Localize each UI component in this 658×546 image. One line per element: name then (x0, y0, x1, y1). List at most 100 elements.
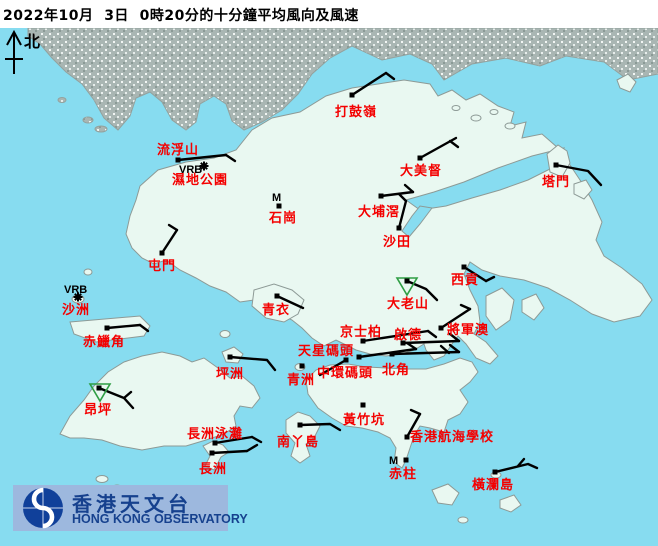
station-dot (349, 92, 355, 98)
station-marker-text: VRB (179, 164, 202, 176)
station-tuen-mun: 屯門 (148, 223, 179, 274)
wind-barb (459, 303, 472, 311)
wind-barb (122, 390, 133, 400)
station-dot (96, 385, 102, 391)
station-chek-lap-kok: 赤鱲角 (83, 323, 150, 350)
station-label: 赤柱 (389, 466, 417, 482)
wind-barb (516, 457, 526, 468)
hong-kong-island (305, 357, 479, 469)
station-label: 青洲 (287, 372, 315, 388)
station-tates-cairn: 大老山 (387, 277, 439, 312)
station-lamma-island: 南丫島 (277, 422, 342, 450)
station-dot (403, 457, 409, 463)
station-ngong-ping: 昂坪 (84, 383, 135, 418)
station-north-point: 北角 (382, 343, 461, 378)
wind-barb (245, 443, 259, 453)
station-label: 啟德 (394, 327, 422, 343)
crescent-island (616, 73, 637, 93)
triangle-marker-icon (395, 277, 419, 297)
station-dot (175, 157, 181, 163)
title-bar: 2022年10月 3日 0時20分的十分鐘平均風向及風速 (0, 0, 658, 28)
station-dot (389, 351, 395, 357)
hong-kong-map: 流浮山VRB濕地公園打鼓嶺M石崗大美督塔門大埔滘沙田屯門VRB沙洲赤鱲角青衣西貢… (0, 28, 658, 546)
station-dot (104, 325, 110, 331)
station-tseung-kwan-o: 將軍澳 (438, 303, 489, 338)
station-dot (360, 338, 366, 344)
wind-barb (397, 192, 408, 203)
station-dot (404, 278, 410, 284)
north-arrow-label: 北 (24, 32, 40, 51)
tap-mun-island (546, 144, 571, 178)
wind-barb (484, 275, 496, 283)
station-label: 中環碼頭 (317, 365, 373, 381)
airport-island (69, 315, 151, 343)
wind-barb (210, 449, 249, 455)
station-label: 大美督 (400, 163, 442, 179)
station-label: 長洲 (199, 462, 227, 477)
station-dot (227, 354, 233, 360)
port-shelter-island (521, 293, 545, 321)
small-island (83, 268, 93, 276)
station-label: 沙田 (383, 235, 411, 250)
station-label: 赤鱲角 (83, 334, 125, 350)
station-dot (356, 354, 362, 360)
wind-barb (405, 412, 422, 439)
station-dot (212, 440, 218, 446)
soko-island (95, 475, 109, 483)
wind-barb (462, 265, 488, 283)
station-label: 天星碼頭 (298, 344, 354, 359)
station-tai-mei-tuk: 大美督 (400, 136, 460, 179)
logo-chinese-name: 香港天文台 (72, 492, 192, 516)
station-stanley: M赤柱 (389, 455, 417, 482)
station-ta-kwu-ling: 打鼓嶺 (335, 71, 396, 120)
station-label: 將軍澳 (447, 322, 489, 338)
port-shelter-island (485, 287, 515, 331)
small-island (470, 114, 482, 122)
small-island (451, 105, 461, 111)
wind-barb (409, 408, 422, 416)
vrb-asterisk-icon (73, 292, 83, 302)
station-dot (299, 363, 305, 369)
north-arrow: 北 (5, 29, 40, 74)
station-tap-mun: 塔門 (542, 162, 603, 190)
wind-barb (439, 344, 451, 355)
station-dot (159, 250, 165, 256)
wind-barb (105, 323, 142, 330)
station-wong-chuk-hang: 黃竹坑 (342, 402, 385, 428)
shenzhen-urban-area (27, 28, 658, 131)
station-sha-chau: VRB 沙洲 (62, 284, 89, 318)
station-label: 北角 (382, 362, 410, 378)
sha-tin-cove (401, 205, 433, 238)
wind-barb (448, 343, 461, 354)
small-island (457, 516, 469, 524)
station-dot (378, 193, 384, 199)
wind-barb (224, 153, 237, 163)
wind-barb (138, 323, 150, 333)
page-title: 2022年10月 3日 0時20分的十分鐘平均風向及風速 (3, 8, 359, 24)
station-dot (297, 422, 303, 428)
station-marker-text: M (389, 455, 398, 467)
station-label: 京士柏 (340, 324, 382, 340)
station-dot (343, 357, 349, 363)
station-label: 黃竹坑 (342, 412, 385, 428)
wind-barb (160, 228, 179, 255)
station-label: 昂坪 (84, 402, 112, 418)
wind-barb (403, 183, 415, 194)
station-label: 西貢 (451, 273, 479, 288)
station-dot (404, 434, 410, 440)
wind-barb (213, 435, 254, 445)
station-shek-kong: M 石崗 (268, 192, 296, 226)
wind-barb (176, 153, 228, 162)
station-dot (274, 293, 280, 299)
station-dot (461, 264, 467, 270)
station-label: 大老山 (387, 296, 429, 312)
station-marker-text: VRB (64, 284, 87, 296)
station-hk-sea-school: 香港航海學校 (404, 408, 493, 445)
station-label: 濕地公園 (172, 172, 228, 188)
station-dot (417, 155, 423, 161)
station-dot (396, 225, 402, 231)
wind-barb (554, 163, 603, 187)
station-dot (553, 162, 559, 168)
